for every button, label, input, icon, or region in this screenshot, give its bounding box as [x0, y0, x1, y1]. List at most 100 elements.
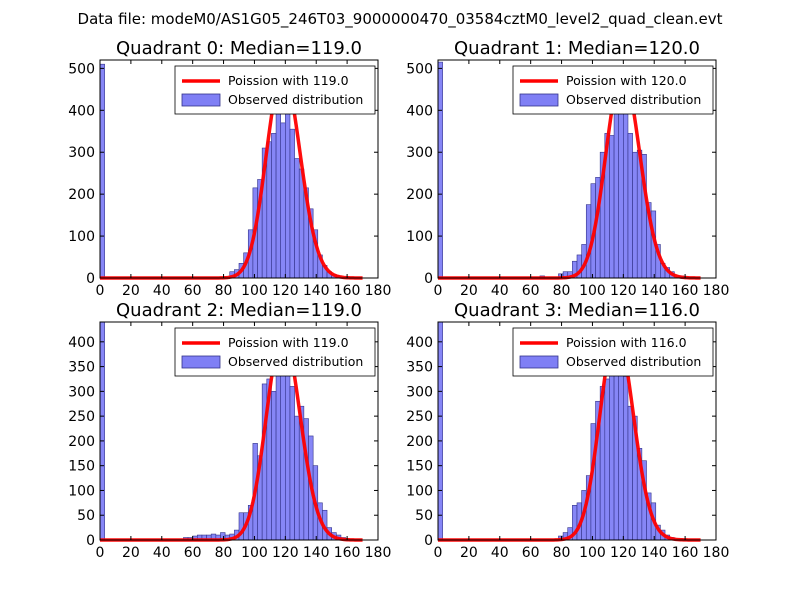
histogram-bar: [271, 133, 277, 279]
x-tick-label: 80: [215, 283, 233, 299]
y-tick-label: 0: [424, 533, 433, 549]
x-tick-label: 20: [122, 283, 140, 299]
histogram-bar: [618, 363, 624, 541]
histogram-bar: [632, 151, 638, 279]
x-tick-label: 100: [579, 545, 606, 561]
y-tick-label: 300: [406, 384, 433, 400]
histogram-bar: [289, 386, 295, 541]
x-tick-label: 100: [241, 545, 268, 561]
panel-title: Quadrant 3: Median=116.0: [454, 300, 700, 321]
legend-label: Poission with 120.0: [566, 73, 687, 88]
histogram-bar: [280, 122, 286, 279]
histogram-bar: [271, 391, 277, 541]
axes-frame: [99, 321, 379, 541]
x-tick-label: 140: [641, 283, 668, 299]
histogram-bar: [275, 112, 282, 279]
x-tick-label: 120: [272, 545, 299, 561]
y-tick-label: 100: [68, 483, 95, 499]
figure-suptitle: Data file: modeM0/AS1G05_246T03_90000004…: [78, 10, 723, 29]
histogram-bar: [99, 321, 105, 541]
y-tick-label: 150: [68, 459, 95, 475]
histogram-bar: [623, 107, 629, 279]
y-tick-label: 0: [424, 271, 433, 287]
x-tick-label: 160: [334, 283, 361, 299]
y-tick-label: 350: [406, 360, 433, 376]
x-tick-label: 60: [522, 545, 540, 561]
x-tick-label: 80: [553, 545, 571, 561]
y-tick-label: 0: [86, 533, 95, 549]
axes-frame: [99, 59, 379, 279]
x-tick-label: 120: [272, 283, 299, 299]
panel-title: Quadrant 2: Median=119.0: [116, 300, 362, 321]
y-tick-label: 100: [406, 229, 433, 245]
x-tick-label: 100: [579, 283, 606, 299]
legend-label: Poission with 119.0: [228, 335, 349, 350]
histogram-bar: [609, 371, 615, 541]
legend-label: Poission with 119.0: [228, 73, 349, 88]
x-tick-label: 180: [703, 545, 730, 561]
x-tick-label: 40: [153, 283, 171, 299]
legend: Poission with 116.0 Observed distribution: [512, 327, 714, 377]
histogram-bar: [275, 368, 282, 541]
quadrant-0-panel: Quadrant 0: Median=119.00 20 40 60 80 100 120 1…: [68, 38, 391, 299]
x-tick-label: 80: [215, 545, 233, 561]
y-tick-label: 300: [68, 145, 95, 161]
x-tick-label: 140: [303, 283, 330, 299]
histogram-bar: [294, 415, 300, 541]
x-tick-label: 120: [610, 545, 637, 561]
histogram-bar: [437, 61, 443, 279]
x-tick-label: 140: [641, 545, 668, 561]
panel-title: Quadrant 0: Median=119.0: [116, 38, 362, 59]
histogram-bar: [437, 321, 443, 541]
legend-bar-swatch: [519, 93, 559, 107]
x-tick-label: 40: [491, 545, 509, 561]
y-tick-label: 400: [68, 335, 95, 351]
x-tick-label: 60: [184, 283, 202, 299]
y-tick-label: 200: [68, 187, 95, 203]
y-tick-label: 150: [406, 459, 433, 475]
y-tick-label: 400: [406, 335, 433, 351]
legend-bar-swatch: [181, 355, 221, 369]
axes-frame: [437, 321, 717, 541]
histogram-bar: [627, 133, 633, 279]
histogram-bar: [289, 128, 295, 279]
y-tick-label: 100: [68, 229, 95, 245]
x-tick-label: 20: [460, 545, 478, 561]
legend-label: Observed distribution: [566, 354, 701, 369]
x-tick-label: 160: [672, 283, 699, 299]
x-tick-label: 60: [522, 283, 540, 299]
panel-title: Quadrant 1: Median=120.0: [454, 38, 700, 59]
x-tick-label: 0: [96, 545, 105, 561]
x-tick-label: 40: [153, 545, 171, 561]
axes-frame: [437, 59, 717, 279]
x-tick-label: 60: [184, 545, 202, 561]
legend: Poission with 119.0 Observed distribution: [174, 327, 376, 377]
histogram-bar: [266, 141, 272, 279]
y-tick-label: 250: [68, 409, 95, 425]
y-tick-label: 100: [406, 483, 433, 499]
legend-label: Observed distribution: [228, 354, 363, 369]
legend-bar-swatch: [181, 93, 221, 107]
legend-label: Observed distribution: [566, 92, 701, 107]
x-tick-label: 180: [703, 283, 730, 299]
y-tick-label: 400: [68, 103, 95, 119]
histogram-bar: [585, 204, 592, 279]
y-tick-label: 300: [406, 145, 433, 161]
legend-label: Observed distribution: [228, 92, 363, 107]
x-tick-label: 140: [303, 545, 330, 561]
histogram-bar: [604, 378, 610, 541]
histogram-bar: [627, 405, 633, 541]
y-tick-label: 400: [406, 103, 433, 119]
y-tick-label: 50: [415, 508, 433, 524]
x-tick-label: 120: [610, 283, 637, 299]
y-tick-label: 0: [86, 271, 95, 287]
y-tick-label: 300: [68, 384, 95, 400]
x-tick-label: 160: [672, 545, 699, 561]
histogram-bar: [623, 376, 629, 541]
y-tick-label: 200: [406, 434, 433, 450]
x-tick-label: 20: [460, 283, 478, 299]
quadrant-1-panel: Quadrant 1: Median=120.00 20 40 60 80 100 120 1…: [406, 38, 729, 299]
histogram-bar: [294, 158, 300, 279]
x-tick-label: 80: [553, 283, 571, 299]
